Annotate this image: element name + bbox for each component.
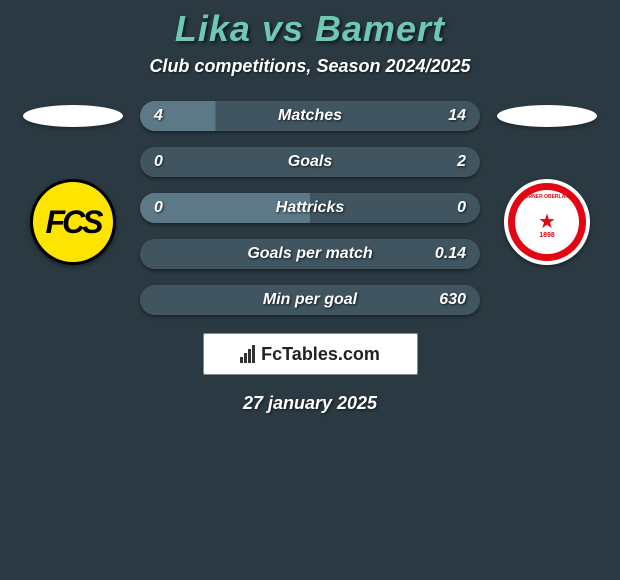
date-label: 27 january 2025 [0, 393, 620, 414]
club-logo-right-arc: BERNER OBERLAND [522, 194, 573, 200]
stat-value-left: 4 [154, 107, 163, 125]
stat-value-right: 0 [457, 199, 466, 217]
stat-value-right: 630 [439, 291, 466, 309]
stat-label: Goals [288, 153, 332, 171]
comparison-card: Lika vs Bamert Club competitions, Season… [0, 0, 620, 414]
branding-badge[interactable]: FcTables.com [203, 333, 418, 375]
left-column: FCS [18, 101, 128, 265]
club-logo-right: BERNER OBERLAND ★ 1898 [504, 179, 590, 265]
stat-row: Goals per match 0.14 [140, 239, 480, 269]
stat-label: Min per goal [263, 291, 357, 309]
page-subtitle: Club competitions, Season 2024/2025 [0, 56, 620, 77]
bar-chart-icon [240, 345, 255, 363]
stat-label: Hattricks [276, 199, 344, 217]
player-marker-right [497, 105, 597, 127]
stat-value-right: 2 [457, 153, 466, 171]
stat-row: 0 Goals 2 [140, 147, 480, 177]
club-logo-left-text: FCS [46, 204, 101, 241]
stat-label: Matches [278, 107, 342, 125]
stat-row: 4 Matches 14 [140, 101, 480, 131]
stat-value-left: 0 [154, 153, 163, 171]
right-column: BERNER OBERLAND ★ 1898 [492, 101, 602, 265]
page-title: Lika vs Bamert [0, 8, 620, 50]
club-logo-right-year: 1898 [539, 232, 555, 239]
stat-value-right: 0.14 [435, 245, 466, 263]
branding-text: FcTables.com [261, 344, 380, 365]
club-logo-right-inner: BERNER OBERLAND ★ 1898 [515, 190, 579, 254]
stat-row: 0 Hattricks 0 [140, 193, 480, 223]
main-row: FCS 4 Matches 14 0 Goals 2 0 Hattricks 0 Goals pe… [0, 101, 620, 315]
stat-value-right: 14 [448, 107, 466, 125]
club-logo-left: FCS [30, 179, 116, 265]
player-marker-left [23, 105, 123, 127]
stat-row: Min per goal 630 [140, 285, 480, 315]
star-icon: ★ [538, 209, 556, 234]
stat-label: Goals per match [247, 245, 372, 263]
stats-column: 4 Matches 14 0 Goals 2 0 Hattricks 0 Goals per ma… [140, 101, 480, 315]
stat-value-left: 0 [154, 199, 163, 217]
